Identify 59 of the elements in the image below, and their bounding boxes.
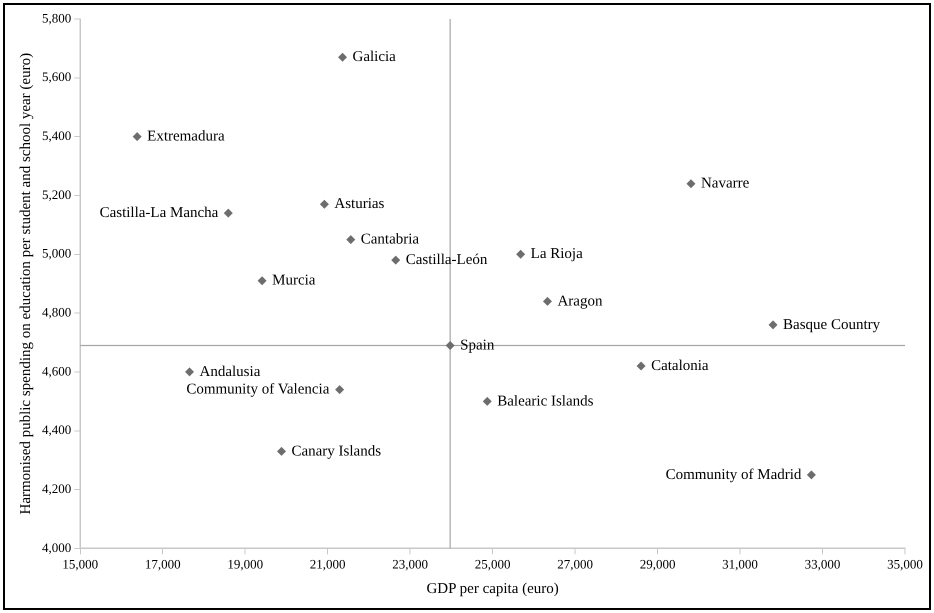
x-tick-label: 25,000	[474, 556, 510, 572]
annotation: Basque Country	[783, 316, 881, 333]
y-tick-label: 4,400	[42, 422, 72, 438]
x-tick-label: 21,000	[310, 556, 346, 572]
annotation: Spain	[460, 337, 495, 354]
x-tick-label: 15,000	[62, 556, 98, 572]
y-axis-title: Harmonised public spending on education per student and school year (euro)	[18, 52, 34, 514]
point	[338, 52, 348, 62]
point	[320, 200, 329, 209]
point	[542, 296, 552, 306]
annotation: Cantabria	[360, 232, 420, 248]
x-tick-label: 33,000	[804, 556, 840, 572]
point	[686, 179, 696, 188]
x-tick-label: 23,000	[392, 556, 428, 572]
point	[185, 367, 194, 376]
point	[446, 340, 455, 350]
y-tick-label: 5,200	[42, 186, 72, 202]
x-tick-label: 27,000	[557, 556, 593, 572]
point	[132, 132, 142, 142]
point	[516, 250, 526, 259]
x-axis-title: GDP per capita (euro)	[426, 580, 559, 597]
x-tick-label: 19,000	[227, 556, 264, 572]
x-tick-label: 29,000	[640, 556, 676, 572]
point	[391, 256, 400, 265]
annotation: Galicia	[352, 49, 396, 66]
y-tick-label: 5,800	[42, 10, 72, 26]
point	[482, 396, 492, 406]
x-tick-label: 17,000	[144, 556, 181, 572]
annotation: Extremadura	[147, 128, 225, 145]
annotation: Castilla-León	[406, 252, 488, 268]
x-tick-label: 35,000	[887, 556, 923, 572]
point	[768, 320, 778, 330]
annotation: La Rioja	[530, 246, 584, 262]
point	[335, 385, 344, 394]
annotation: Aragon	[557, 293, 603, 310]
point	[636, 362, 646, 371]
point	[346, 235, 356, 244]
annotation: Community of Valencia	[186, 382, 330, 398]
point	[258, 276, 267, 286]
x-tick-label: 31,000	[722, 556, 758, 572]
y-tick-label: 4,200	[42, 481, 72, 496]
y-tick-label: 4,600	[42, 363, 72, 378]
point	[224, 208, 233, 218]
y-tick-label: 5,400	[42, 128, 72, 144]
annotation: Catalonia	[651, 358, 709, 374]
annotation: Castilla-La Mancha	[100, 205, 219, 222]
point	[806, 470, 816, 480]
point	[276, 446, 286, 456]
annotation: Navarre	[700, 176, 750, 192]
y-tick-label: 4,800	[42, 304, 72, 320]
annotation: Balearic Islands	[497, 393, 594, 410]
y-tick-label: 5,600	[42, 69, 72, 84]
annotation: Asturias	[334, 196, 385, 212]
annotation: Canary Islands	[291, 443, 382, 460]
annotation: Andalusia	[200, 364, 261, 380]
y-tick-label: 5,000	[42, 246, 72, 261]
y-tick-label: 4,000	[42, 540, 72, 555]
annotation: Community of Madrid	[666, 466, 802, 483]
annotation: Murcia	[272, 272, 316, 289]
